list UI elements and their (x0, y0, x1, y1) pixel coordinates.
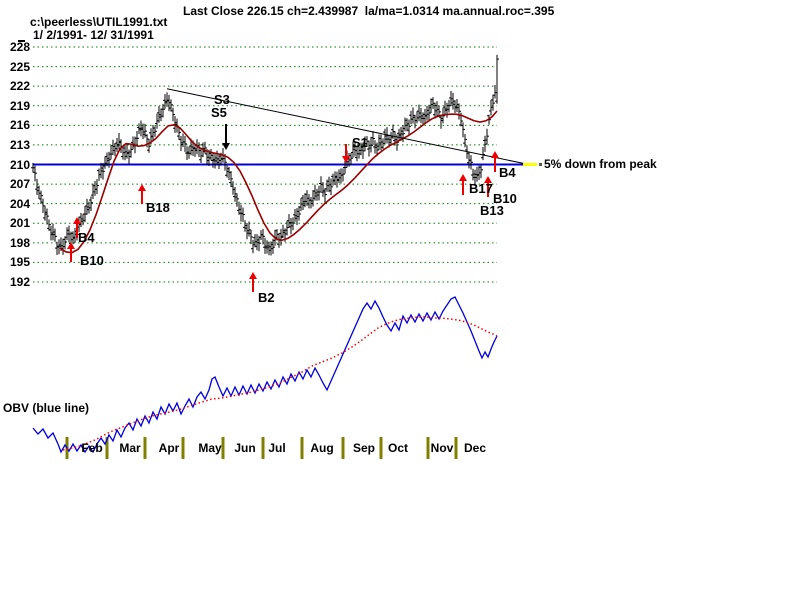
month-label-sep: Sep (352, 441, 375, 455)
signal-label-b2: B2 (258, 290, 275, 305)
y-axis-label-192: 192 (9, 275, 30, 289)
signal-label-s5: S5 (211, 105, 227, 120)
file-path: c:\peerless\UTIL1991.txt (30, 15, 168, 29)
y-axis-label-216: 216 (9, 118, 30, 133)
y-axis-label-225: 225 (9, 59, 30, 74)
obv-line (32, 296, 498, 454)
signal-arrow-b17 (459, 174, 467, 195)
y-axis-label-207: 207 (9, 177, 30, 192)
month-label-oct: Oct (387, 441, 408, 455)
peak-drawdown-label: 5% down from peak (544, 157, 657, 171)
signal-arrow-b10 (484, 176, 492, 197)
signal-label-b4: B4 (499, 165, 516, 180)
signal-arrow-s5 (222, 124, 230, 150)
signal-label-b10: B10 (80, 253, 104, 268)
month-label-dec: Dec (463, 441, 486, 455)
date-range: 1/ 2/1991- 12/ 31/1991 (33, 28, 154, 42)
obv-legend-label: OBV (blue line) (3, 401, 90, 415)
signal-label-b10: B10 (493, 191, 517, 206)
obv-smoothed-line (62, 316, 498, 451)
signal-label-b4: B4 (78, 230, 95, 245)
y-axis-label-201: 201 (9, 216, 30, 231)
signal-arrow-b4 (73, 217, 81, 238)
month-label-feb: Feb (81, 441, 103, 455)
signal-arrow-b4 (491, 151, 499, 172)
month-label-aug: Aug (310, 441, 334, 455)
signal-arrow-b18 (138, 184, 146, 204)
month-label-mar: Mar (119, 441, 141, 455)
signal-label-b13: B13 (480, 203, 504, 218)
y-axis-label-198: 198 (9, 235, 30, 250)
signal-arrow-b2 (249, 272, 257, 292)
month-label-jul: Jul (268, 441, 286, 455)
signal-label-s1: S1 (352, 135, 368, 150)
y-axis-label-228: 228 (9, 39, 30, 54)
y-axis-label-222: 222 (9, 79, 30, 94)
peak-marker-dot (539, 163, 542, 166)
signal-label-b17: B17 (469, 181, 493, 196)
signal-label-s3: S3 (214, 92, 230, 107)
moving-average-line (59, 110, 498, 254)
y-axis-label-210: 210 (9, 157, 30, 172)
month-label-jun: Jun (234, 441, 256, 455)
y-axis-label-195: 195 (9, 255, 30, 270)
y-axis-label-219: 219 (9, 98, 30, 113)
month-label-may: May (198, 441, 222, 455)
signal-arrow-b10 (67, 242, 75, 262)
chart-title: Last Close 226.15 ch=2.439987 la/ma=1.03… (183, 4, 555, 18)
y-axis-label-204: 204 (9, 196, 30, 211)
month-label-nov: Nov (430, 441, 454, 455)
signal-label-b18: B18 (146, 200, 170, 215)
y-axis-label-213: 213 (9, 137, 30, 152)
month-label-apr: Apr (158, 441, 180, 455)
trendline (166, 88, 528, 165)
signal-arrow-s1 (342, 144, 350, 163)
